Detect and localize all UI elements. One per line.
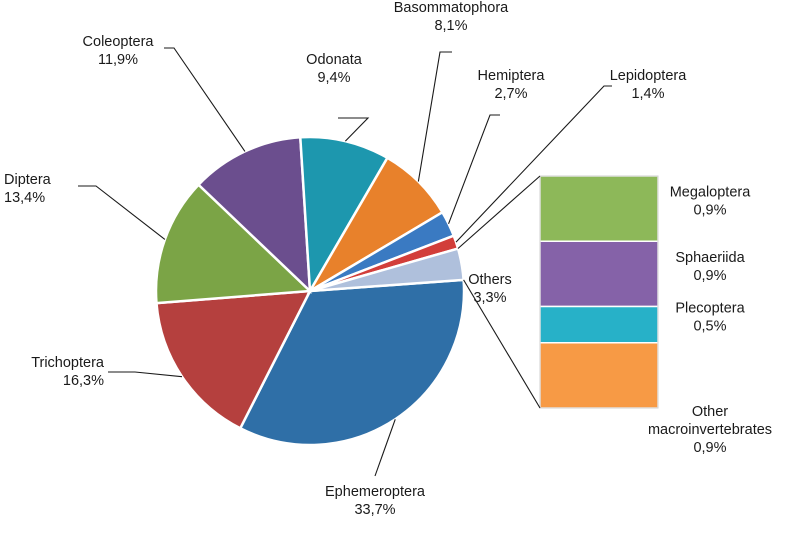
slice-coleoptera (196, 135, 312, 295)
bar-label-name: macroinvertebrates (648, 422, 772, 438)
label-value: 2,7% (494, 86, 527, 102)
label-name: Ephemeroptera (325, 484, 426, 500)
label-ephemeroptera: Ephemeroptera 33,7% (325, 484, 426, 518)
leader-diptera (78, 185, 166, 240)
slice-odonata (298, 135, 390, 296)
slice-others (309, 246, 465, 293)
label-value: 13,4% (4, 190, 45, 206)
bar-label-value: 0,9% (693, 203, 726, 219)
label-name: Hemiptera (478, 68, 546, 84)
leader-lines (78, 47, 612, 477)
label-name: Basommatophora (394, 0, 509, 16)
bar-segment-sphaeriida (539, 240, 659, 308)
label-value: 33,7% (354, 502, 395, 518)
connector-top (457, 175, 541, 249)
bar-label-value: 0,9% (693, 440, 726, 456)
bar-segment-other-macroinvertebrates (539, 342, 659, 409)
connector-bottom (463, 279, 541, 409)
bar-segment-megaloptera (539, 175, 659, 242)
label-basommatophora: Basommatophora 8,1% (394, 0, 509, 34)
label-diptera: Diptera 13,4% (4, 172, 52, 206)
bar-frame (539, 175, 659, 409)
label-name: Diptera (4, 172, 52, 188)
leader-ephemeroptera (374, 419, 396, 477)
bar-label-value: 0,5% (693, 319, 726, 335)
label-name: Lepidoptera (610, 68, 688, 84)
label-value: 9,4% (317, 70, 350, 86)
bar-label-name: Megaloptera (670, 185, 752, 201)
label-trichoptera: Trichoptera 16,3% (31, 355, 105, 389)
breakdown-bar (539, 175, 659, 409)
bar-label-name: Plecoptera (675, 301, 745, 317)
bar-label-megaloptera: Megaloptera 0,9% (670, 185, 752, 219)
label-name: Odonata (306, 52, 363, 68)
pie-slices (154, 135, 466, 447)
leader-hemiptera (448, 114, 500, 224)
label-value: 1,4% (631, 86, 664, 102)
bar-label-sphaeriida: Sphaeriida 0,9% (675, 250, 745, 284)
slice-trichoptera (155, 289, 313, 430)
label-name: Trichoptera (31, 355, 105, 371)
bar-label-name: Sphaeriida (675, 250, 745, 266)
label-value: 11,9% (98, 52, 138, 68)
bar-segment-plecoptera (539, 305, 659, 344)
data-labels: Ephemeroptera 33,7% Trichoptera 16,3% Dipter… (4, 0, 772, 518)
leader-trichoptera (108, 371, 183, 378)
label-lepidoptera: Lepidoptera 1,4% (610, 68, 688, 102)
bar-label-plecoptera: Plecoptera 0,5% (675, 301, 745, 335)
label-odonata: Odonata 9,4% (306, 52, 363, 86)
label-others: Others 3,3% (468, 272, 512, 306)
label-coleoptera: Coleoptera 11,9% (83, 34, 155, 68)
label-value: 16,3% (63, 373, 104, 389)
leader-coleoptera (164, 47, 246, 152)
bar-label-other-macroinvertebrates: Other macroinvertebrates 0,9% (648, 404, 772, 456)
label-hemiptera: Hemiptera 2,7% (478, 68, 546, 102)
label-name: Coleoptera (83, 34, 155, 50)
bar-label-name: Other (692, 404, 728, 420)
slice-diptera (154, 182, 313, 305)
bar-label-value: 0,9% (693, 268, 726, 284)
slice-ephemeroptera (238, 278, 466, 447)
label-name: Others (468, 272, 512, 288)
label-value: 8,1% (434, 18, 467, 34)
leader-lepidoptera (455, 85, 612, 243)
label-value: 3,3% (473, 290, 506, 306)
leader-odonata (338, 117, 370, 142)
leader-basommatophora (417, 51, 452, 182)
